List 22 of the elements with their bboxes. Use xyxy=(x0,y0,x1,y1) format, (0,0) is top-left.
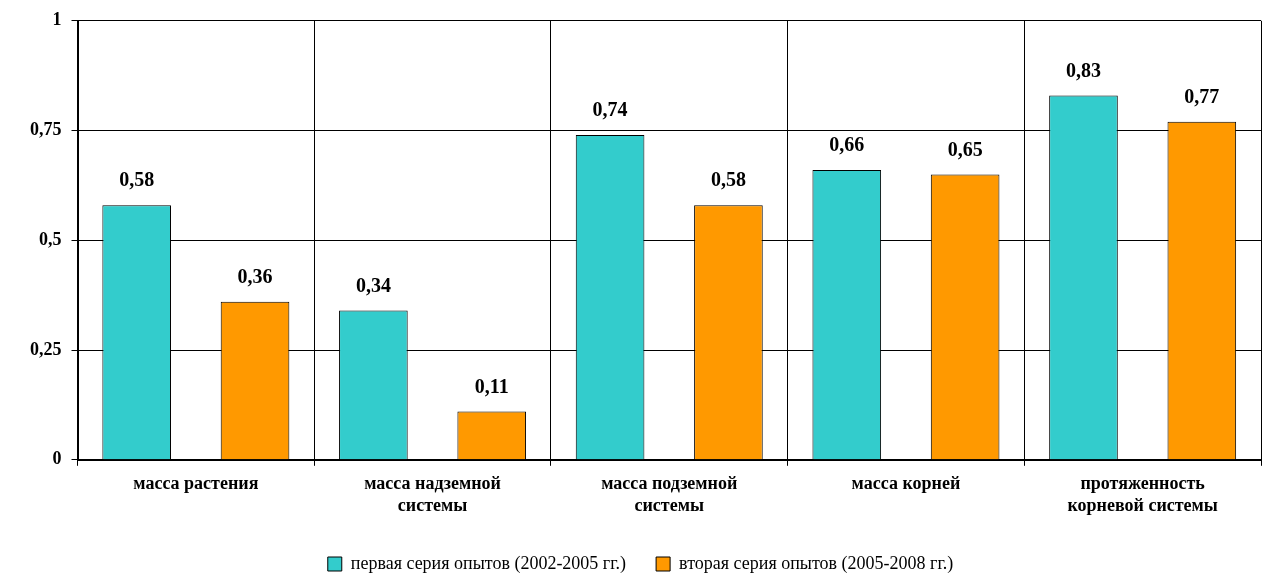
data-label: 0,74 xyxy=(592,98,628,121)
data-label: 0,65 xyxy=(947,137,983,160)
y-tick-label: 0 xyxy=(52,448,62,469)
y-tick-label: 1 xyxy=(52,9,62,30)
data-label: 0,34 xyxy=(355,273,391,296)
data-label: 0,83 xyxy=(1065,58,1101,81)
legend-label: вторая серия опытов (2005-2008 гг.) xyxy=(679,552,954,574)
data-label: 0,58 xyxy=(119,168,155,191)
data-label: 0,66 xyxy=(829,133,865,156)
x-tick-label: масса подземной системы xyxy=(601,473,738,515)
legend-label: первая серия опытов (2002-2005 гг.) xyxy=(350,552,627,574)
data-label: 0,11 xyxy=(474,374,509,397)
x-tick-label: масса корней xyxy=(851,473,961,494)
data-label: 0,77 xyxy=(1184,84,1220,107)
x-tick-label: масса растения xyxy=(133,473,259,494)
data-label: 0,36 xyxy=(237,264,273,287)
data-label: 0,58 xyxy=(710,168,746,191)
x-tick-label: протяженность корневой системы xyxy=(1067,473,1218,515)
x-tick-label: масса надземной системы xyxy=(364,473,501,515)
y-tick-label: 0,5 xyxy=(39,228,62,249)
y-tick-label: 0,25 xyxy=(30,338,62,359)
y-tick-label: 0,75 xyxy=(30,119,62,140)
